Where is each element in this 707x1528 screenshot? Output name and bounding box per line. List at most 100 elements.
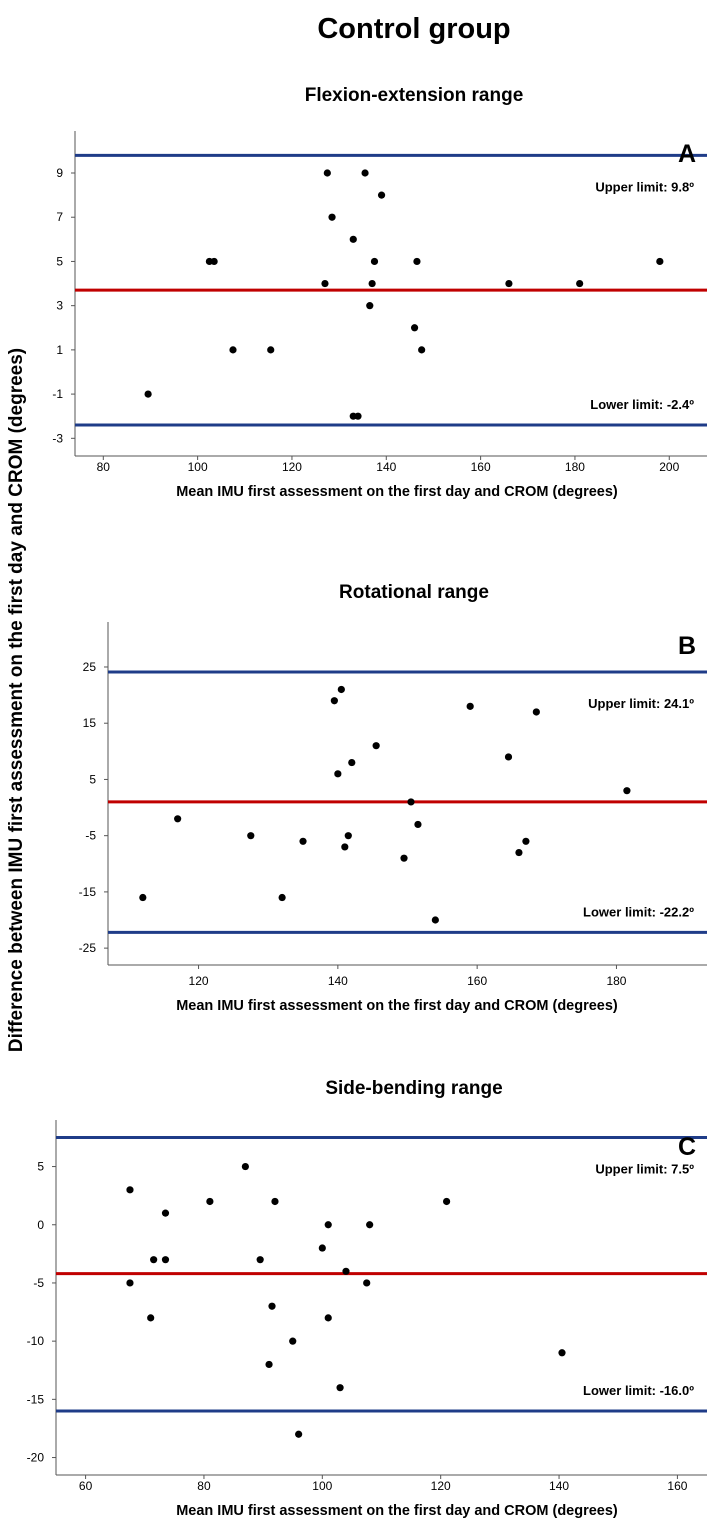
lower-limit-label: Lower limit: -2.4º (590, 397, 694, 412)
x-axis-label: Mean IMU first assessment on the first d… (176, 484, 618, 500)
x-tick-label: 160 (467, 974, 487, 988)
data-point (466, 702, 474, 710)
data-point (348, 758, 356, 767)
data-point (366, 302, 374, 310)
data-point (532, 708, 540, 716)
data-point (342, 1267, 350, 1275)
data-point (147, 1314, 155, 1322)
data-point (174, 815, 182, 823)
data-point (372, 742, 380, 750)
data-point (206, 1197, 214, 1206)
data-point (336, 1384, 344, 1392)
lower-limit-label: Lower limit: -22.2º (583, 904, 694, 919)
data-point (361, 169, 369, 177)
y-tick-label: -10 (27, 1334, 45, 1348)
y-tick-label: 5 (89, 772, 96, 786)
y-tick-label: -1 (52, 387, 63, 401)
y-tick-label: 15 (83, 716, 97, 730)
data-point (370, 257, 379, 266)
data-point (363, 1279, 371, 1287)
y-tick-label: 25 (83, 660, 97, 674)
data-point (265, 1360, 273, 1369)
x-tick-label: 60 (79, 1479, 93, 1493)
y-tick-label: -20 (27, 1451, 45, 1465)
data-point (431, 916, 439, 924)
x-tick-label: 140 (549, 1479, 569, 1493)
data-point (330, 697, 338, 705)
data-point (558, 1349, 566, 1357)
data-point (271, 1197, 279, 1206)
y-tick-label: 5 (56, 254, 63, 268)
data-point (267, 346, 275, 354)
lower-limit-label: Lower limit: -16.0º (583, 1383, 694, 1398)
panel-a: Flexion-extension range 9 7 5 3 1 -1 -3 80 100 120… (52, 85, 707, 500)
upper-limit-label: Upper limit: 7.5º (595, 1161, 694, 1176)
x-tick-label: 200 (659, 460, 679, 474)
upper-limit-label: Upper limit: 24.1º (588, 696, 694, 711)
y-tick-label: 7 (56, 210, 63, 224)
x-tick-label: 120 (189, 974, 209, 988)
data-point (126, 1186, 134, 1194)
x-tick-label: 140 (376, 460, 396, 474)
data-point (623, 787, 631, 795)
data-point (241, 1162, 249, 1171)
data-point (324, 1221, 332, 1229)
y-tick-label: 9 (56, 166, 63, 180)
y-tick-label: -15 (27, 1392, 45, 1406)
y-tick-label: 0 (37, 1218, 44, 1232)
panels: Flexion-extension range 9 7 5 3 1 -1 -3 80 100 120… (27, 85, 707, 1519)
data-point (229, 346, 237, 354)
panel-letter: B (678, 632, 696, 660)
data-point (407, 798, 415, 806)
data-point (321, 279, 329, 288)
panel-title: Rotational range (339, 582, 489, 603)
x-axis-label: Mean IMU first assessment on the first d… (176, 998, 618, 1014)
y-tick-label: -15 (79, 885, 97, 899)
data-point (268, 1302, 276, 1310)
data-point (334, 770, 342, 778)
data-point (344, 832, 352, 840)
panel-letter: A (678, 140, 696, 168)
data-point (443, 1197, 451, 1206)
data-point (341, 843, 349, 851)
data-point (400, 854, 408, 862)
x-tick-label: 120 (431, 1479, 451, 1493)
data-point (522, 837, 530, 845)
data-point (324, 1314, 332, 1322)
data-point (144, 390, 152, 398)
x-tick-label: 100 (188, 460, 208, 474)
data-point (410, 324, 419, 332)
panel-title: Side-bending range (325, 1078, 502, 1099)
x-axis-label: Mean IMU first assessment on the first d… (176, 1503, 618, 1519)
data-point (368, 279, 376, 288)
panel-letter: C (678, 1133, 696, 1161)
shared-y-axis-label: Difference between IMU first assessment … (6, 348, 27, 1052)
data-point (150, 1256, 158, 1264)
data-point (126, 1279, 134, 1287)
panel-b: Rotational range 25 15 5 -5 -15 -25 120 140 160 18… (79, 582, 707, 1014)
x-tick-label: 140 (328, 974, 348, 988)
data-point (414, 820, 422, 829)
x-tick-label: 80 (97, 460, 111, 474)
x-tick-label: 160 (667, 1479, 687, 1493)
data-point (295, 1430, 303, 1438)
data-point (377, 191, 386, 199)
y-tick-label: -5 (33, 1276, 44, 1290)
data-point (139, 893, 147, 902)
data-point (210, 257, 218, 266)
x-tick-label: 180 (565, 460, 585, 474)
data-point (328, 213, 336, 221)
data-point (161, 1209, 170, 1217)
data-point (161, 1256, 170, 1264)
data-point (505, 279, 513, 288)
data-point (299, 837, 307, 845)
upper-limit-label: Upper limit: 9.8º (595, 179, 694, 194)
data-point (337, 685, 345, 694)
data-point (504, 753, 513, 761)
data-point (278, 893, 286, 902)
panel-c: Side-bending range 5 0 -5 -10 -15 -20 60 80 100 12… (27, 1078, 707, 1519)
data-point (354, 412, 362, 420)
data-point (418, 346, 426, 354)
data-point (289, 1337, 297, 1345)
